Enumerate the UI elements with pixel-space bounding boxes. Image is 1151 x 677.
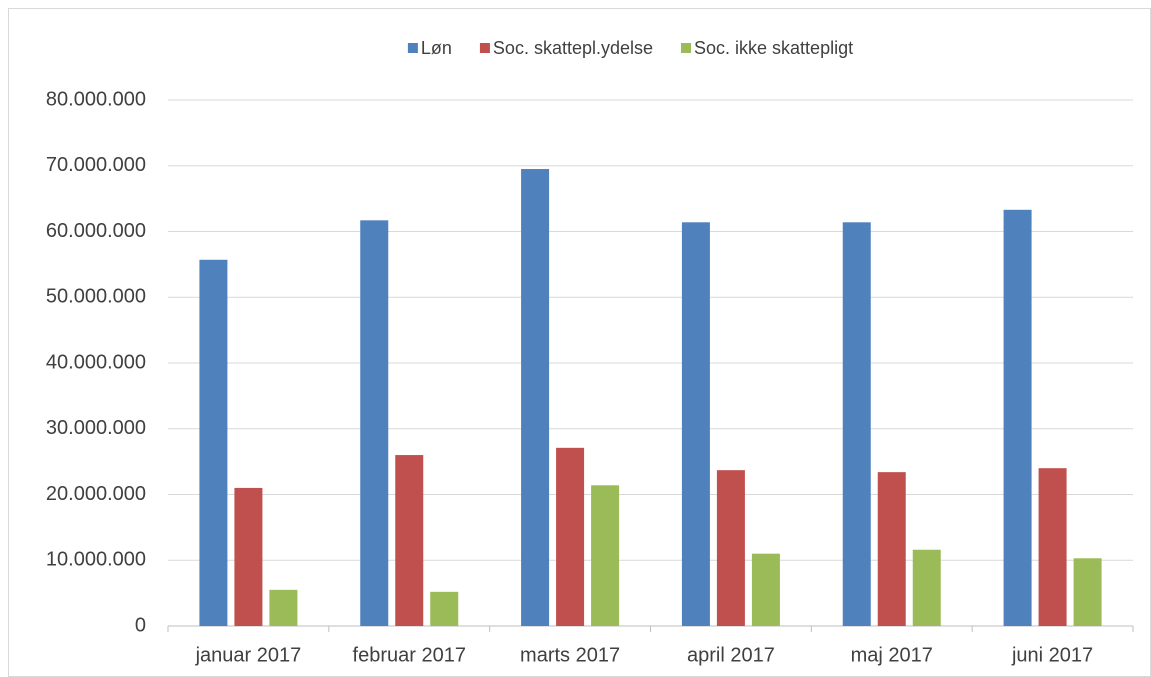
bar — [681, 222, 710, 627]
legend-swatch — [681, 43, 692, 53]
legend-swatch — [479, 43, 490, 53]
y-tick-label: 70.000.000 — [46, 154, 146, 176]
x-tick-label: januar 2017 — [195, 644, 302, 666]
x-tick-label: februar 2017 — [353, 644, 466, 666]
x-tick-label: april 2017 — [687, 644, 775, 666]
bar — [360, 220, 389, 626]
bar — [556, 447, 585, 626]
x-tick-label: maj 2017 — [851, 644, 933, 666]
bar — [269, 589, 298, 626]
bar — [842, 222, 871, 627]
y-tick-label: 0 — [135, 614, 146, 636]
y-tick-label: 40.000.000 — [46, 351, 146, 373]
y-tick-label: 10.000.000 — [46, 549, 146, 571]
bar — [430, 591, 459, 626]
bar — [1038, 468, 1067, 626]
bar — [1073, 558, 1102, 626]
bar — [199, 259, 228, 626]
legend-label: Løn — [421, 38, 452, 58]
y-tick-label: 30.000.000 — [46, 417, 146, 439]
legend-label: Soc. skattepl.ydelse — [493, 38, 653, 58]
bar — [591, 485, 620, 626]
y-tick-label: 50.000.000 — [46, 286, 146, 308]
bar — [751, 553, 780, 626]
bar — [234, 487, 263, 626]
bar — [716, 470, 745, 626]
bar — [395, 455, 424, 626]
y-tick-label: 20.000.000 — [46, 483, 146, 505]
x-tick-label: juni 2017 — [1011, 644, 1093, 666]
legend-swatch — [407, 43, 418, 53]
legend-label: Soc. ikke skattepligt — [694, 38, 853, 58]
y-tick-label: 80.000.000 — [46, 88, 146, 110]
y-tick-label: 60.000.000 — [46, 220, 146, 242]
bar — [521, 169, 550, 626]
bar — [912, 549, 941, 626]
bar — [877, 472, 906, 626]
bar — [1003, 209, 1032, 627]
x-tick-label: marts 2017 — [520, 644, 620, 666]
